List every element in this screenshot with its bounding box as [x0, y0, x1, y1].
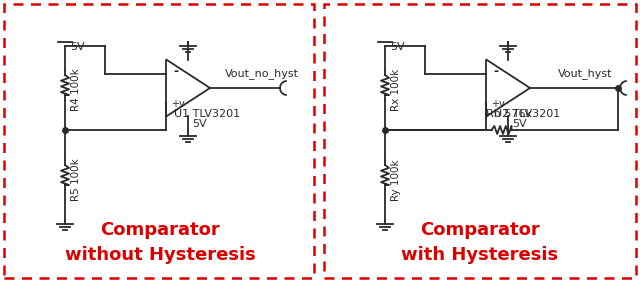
Text: Rh 576k: Rh 576k [486, 109, 532, 119]
Text: +v: +v [171, 99, 185, 109]
Text: U2 TLV3201: U2 TLV3201 [494, 109, 560, 119]
Text: -: - [173, 65, 178, 78]
Text: Vout_no_hyst: Vout_no_hyst [225, 69, 299, 80]
Text: Ry 100k: Ry 100k [391, 159, 401, 201]
Text: with Hysteresis: with Hysteresis [401, 246, 559, 264]
Text: +v: +v [491, 99, 505, 109]
Text: -: - [493, 65, 498, 78]
Text: Comparator: Comparator [420, 221, 540, 239]
Text: 5V: 5V [390, 42, 404, 52]
Text: 5V: 5V [192, 119, 207, 129]
Text: Vout_hyst: Vout_hyst [558, 69, 612, 80]
Text: Comparator: Comparator [100, 221, 220, 239]
Text: 5V: 5V [70, 42, 84, 52]
Text: U1 TLV3201: U1 TLV3201 [174, 109, 240, 119]
Text: Rx 100k: Rx 100k [391, 69, 401, 111]
Text: 5V: 5V [512, 119, 527, 129]
Text: R4 100k: R4 100k [71, 69, 81, 111]
Text: without Hysteresis: without Hysteresis [65, 246, 255, 264]
Text: R5 100k: R5 100k [71, 158, 81, 201]
